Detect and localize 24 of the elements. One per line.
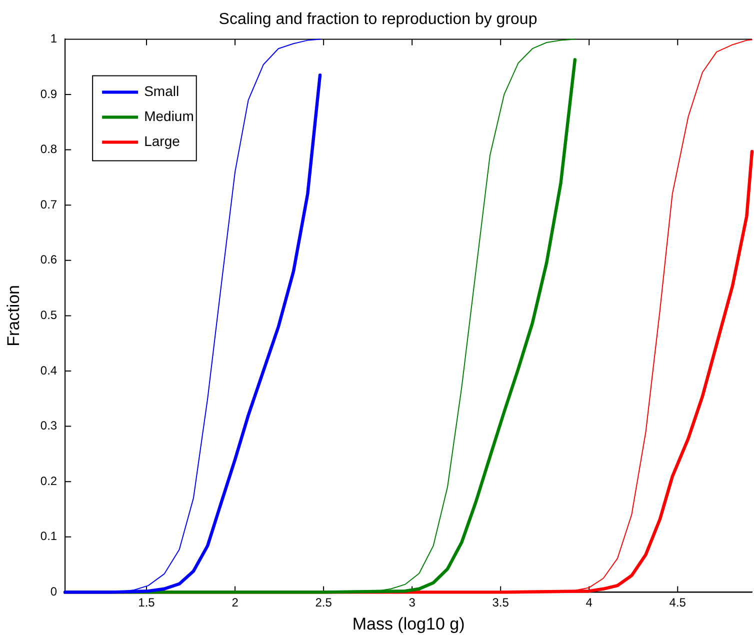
chart-title: Scaling and fraction to reproduction by group — [218, 11, 538, 28]
x-axis-title: Mass (log10 g) — [352, 614, 465, 634]
y-tick-label: 0.4 — [40, 363, 58, 378]
y-tick-label: 0.3 — [40, 418, 58, 433]
y-tick-label: 0.1 — [40, 529, 58, 544]
x-tick-label: 2.5 — [315, 596, 332, 610]
x-tick-label: 4 — [586, 596, 593, 610]
y-tick-label: 0.9 — [40, 86, 58, 101]
y-tick-label: 0.7 — [40, 197, 58, 212]
x-tick-label: 3 — [408, 596, 416, 610]
y-axis-title: Fraction — [4, 284, 23, 346]
x-tick-label: 4.5 — [669, 596, 686, 610]
y-tick-label: 0.6 — [40, 252, 58, 267]
x-tick-label: 3.5 — [492, 596, 510, 610]
legend-label: Medium — [144, 108, 194, 124]
legend-label: Large — [144, 133, 180, 150]
y-tick-label: 0 — [50, 584, 58, 599]
legend-label: Small — [144, 83, 180, 100]
y-tick-label: 1 — [50, 32, 58, 46]
y-tick-label: 0.5 — [40, 308, 58, 322]
x-tick-label: 1.5 — [138, 596, 156, 610]
y-tick-label: 0.8 — [40, 142, 58, 156]
y-tick-label: 0.2 — [40, 474, 58, 488]
x-tick-label: 2 — [232, 596, 239, 610]
